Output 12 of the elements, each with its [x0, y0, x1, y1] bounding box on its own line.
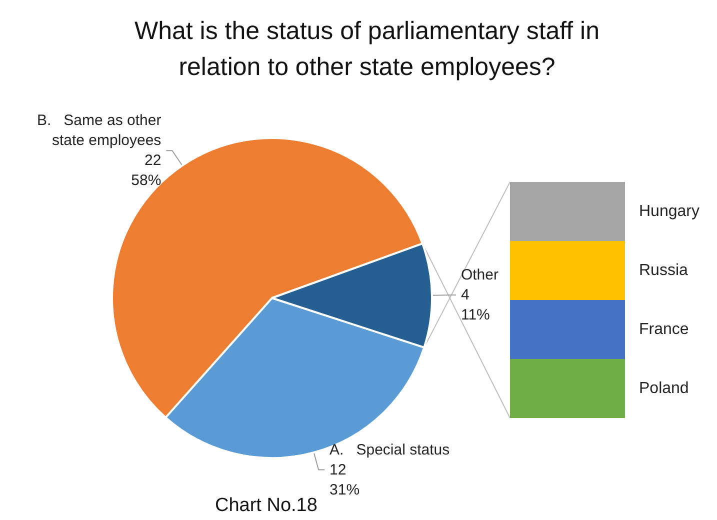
series-label: Poland	[639, 380, 689, 397]
slice-label: A. Special status	[330, 441, 450, 458]
series-label: Hungary	[639, 203, 700, 220]
chart-title: What is the status of parliamentary staff in relation to other state employees?	[134, 17, 600, 81]
slice-label: B. Same as other state employees	[36, 112, 162, 150]
data-label: 12 31%	[330, 461, 360, 498]
data-label: 4 11%	[460, 286, 490, 324]
series-label: Russia	[639, 262, 688, 279]
text: Chart No.18	[215, 495, 318, 516]
series-label: France	[639, 321, 689, 338]
slice-label: Other	[460, 266, 498, 284]
data-label: 22 58%	[131, 152, 162, 190]
